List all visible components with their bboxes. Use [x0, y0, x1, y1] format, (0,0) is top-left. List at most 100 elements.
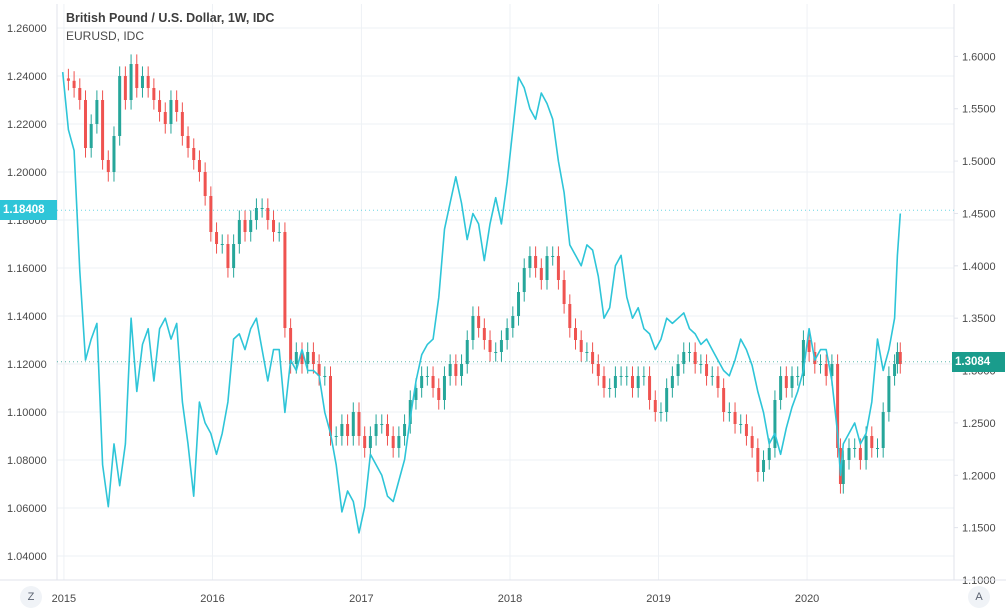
candle-body — [323, 376, 327, 377]
left-axis-tick-label: 1.26000 — [7, 23, 47, 35]
series-line-gbpusd — [61, 72, 902, 534]
left-axis-tick-label: 1.10000 — [7, 407, 47, 419]
candle-body — [140, 76, 144, 88]
candle-body — [585, 352, 589, 353]
candle-body — [562, 280, 566, 304]
candle-body — [898, 352, 902, 364]
candle-body — [534, 256, 538, 268]
candle-body — [135, 64, 139, 88]
candle-body — [864, 436, 868, 460]
x-axis-tick-label: 2015 — [52, 593, 76, 605]
candle-body — [596, 364, 600, 376]
candle-body — [175, 100, 179, 112]
candle-body — [232, 244, 236, 268]
candle-body — [682, 352, 686, 364]
candle-body — [380, 424, 384, 425]
candle-body — [895, 352, 899, 364]
candle-body — [328, 376, 332, 436]
candle-body — [448, 364, 452, 376]
left-current-price-tag: 1.18408 — [0, 200, 57, 220]
right-axis-tick-label: 1.5000 — [962, 156, 996, 168]
candle-body — [790, 376, 794, 388]
candle-body — [397, 436, 401, 448]
candle-body — [602, 376, 606, 388]
candle-body — [858, 448, 862, 460]
candle-body — [83, 100, 87, 148]
candle-body — [830, 364, 834, 376]
candle-body — [841, 460, 845, 484]
candle-body — [499, 340, 503, 352]
candle-body — [294, 352, 298, 364]
candle-body — [220, 244, 224, 245]
candle-body — [420, 376, 424, 388]
auto-scale-toggle-button[interactable]: A — [968, 586, 990, 608]
candle-body — [471, 316, 475, 340]
candle-body — [266, 208, 270, 220]
candle-body — [539, 268, 543, 280]
candle-body — [801, 340, 805, 376]
candle-body — [112, 136, 116, 172]
candle-body — [129, 64, 133, 100]
candle-body — [881, 412, 885, 448]
candle-body — [146, 76, 150, 88]
candle-body — [836, 364, 840, 448]
candle-body — [403, 424, 407, 436]
candle-body — [591, 352, 595, 364]
candle-body — [762, 460, 766, 472]
compare-series-label: EURUSD, IDC — [66, 29, 145, 43]
candle-body — [249, 220, 253, 232]
candle-body — [619, 376, 623, 377]
candle-body — [853, 448, 857, 449]
left-axis-tick-label: 1.06000 — [7, 503, 47, 515]
candle-body — [870, 436, 874, 448]
candle-body — [289, 328, 293, 364]
candle-body — [408, 400, 412, 424]
candle-body — [118, 76, 122, 136]
candle-body — [283, 232, 287, 328]
chart-title: British Pound / U.S. Dollar, 1W, IDC — [66, 11, 275, 25]
candle-body — [511, 316, 515, 328]
candle-body — [186, 136, 190, 148]
candle-body — [875, 448, 879, 449]
left-axis-tick-label: 1.20000 — [7, 167, 47, 179]
left-axis-tick-label: 1.22000 — [7, 119, 47, 131]
candle-body — [482, 328, 486, 340]
right-axis-tick-label: 1.2500 — [962, 418, 996, 430]
candle-body — [893, 364, 897, 376]
right-axis-tick-label: 1.3500 — [962, 313, 996, 325]
candle-body — [676, 364, 680, 376]
plot-area — [57, 4, 954, 580]
left-axis-tick-label: 1.08000 — [7, 455, 47, 467]
candle-body — [306, 352, 310, 364]
x-axis-tick-label: 2018 — [498, 593, 522, 605]
chart-legend: British Pound / U.S. Dollar, 1W, IDC EUR… — [66, 10, 274, 44]
candle-body — [773, 400, 777, 448]
candle-body — [665, 388, 669, 412]
candle-body — [260, 208, 264, 209]
candle-body — [477, 316, 481, 328]
candle-body — [357, 412, 361, 436]
candle-body — [545, 256, 549, 280]
right-current-price-tag: 1.3084 — [952, 352, 1005, 372]
left-scale-toggle-button[interactable]: Z — [20, 586, 42, 608]
candle-body — [784, 376, 788, 388]
candle-body — [488, 340, 492, 352]
candle-body — [887, 376, 891, 412]
candle-body — [630, 376, 634, 388]
candle-body — [66, 78, 70, 81]
candle-body — [568, 304, 572, 328]
candle-body — [636, 376, 640, 388]
candle-body — [78, 88, 82, 100]
candle-body — [517, 292, 521, 316]
candle-body — [733, 412, 737, 424]
left-axis-tick-label: 1.16000 — [7, 263, 47, 275]
candle-body — [807, 340, 811, 352]
candle-body — [215, 232, 219, 244]
candle-body — [152, 88, 156, 100]
candle-body — [505, 328, 509, 340]
candle-body — [670, 376, 674, 388]
candle-body — [579, 340, 583, 352]
candle-body — [351, 412, 355, 436]
